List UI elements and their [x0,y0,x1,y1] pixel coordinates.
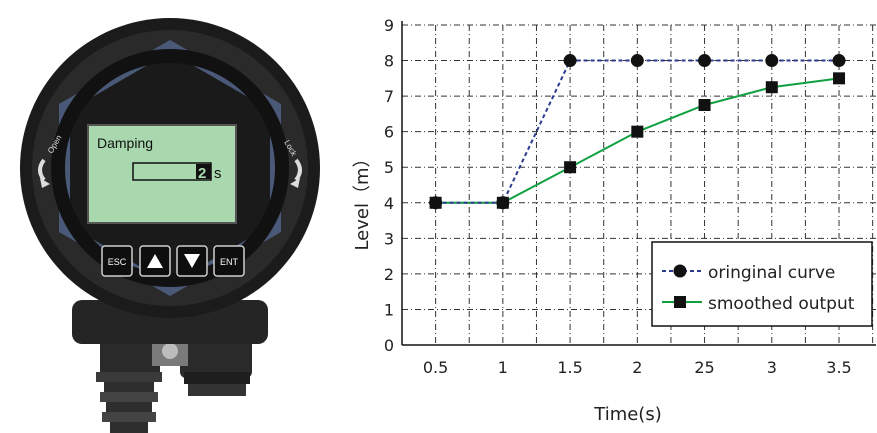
x-axis-label: Time(s) [593,404,661,425]
lcd-title: Damping [97,135,153,151]
data-point-smoothed [698,99,711,111]
data-point-original [698,54,712,68]
rotate-right-arrowhead [290,178,300,188]
data-point-smoothed [833,72,846,85]
chart-legend: oringinal curve smoothed output [651,241,873,327]
legend-marker-smoothed [674,296,686,308]
data-point-original [429,196,443,210]
ent-key-label: ENT [220,257,239,267]
legend-item-smoothed: smoothed output [662,294,855,314]
rotate-left-arrowhead [40,178,50,188]
keypad: ESC ENT [101,245,245,277]
chart-ticks: 0 1 2 3 4 5 6 7 8 9 0.5 1 1.5 2 25 3 3.5 [384,16,852,377]
x-tick-label: 3.5 [826,358,851,377]
x-tick-label: 3 [767,358,777,377]
x-tick-label: 25 [694,358,714,377]
up-arrow-icon [147,254,163,268]
y-tick-label: 7 [384,87,394,106]
rotate-left-icon [38,158,46,182]
data-point-original [765,54,779,68]
lcd-cursor [196,164,211,179]
window-shadow [51,49,289,287]
data-point-original [630,54,644,68]
damping-chart: 0 1 2 3 4 5 6 7 8 9 0.5 1 1.5 2 25 3 3.5 Level（m） Time(s… [352,16,876,425]
y-tick-label: 8 [384,52,394,71]
data-point-original [563,54,577,68]
esc-key-label: ESC [108,257,127,267]
data-point-original [832,54,846,68]
x-tick-label: 2 [632,358,642,377]
legend-label-smoothed: smoothed output [708,294,855,314]
y-axis-label: Level（m） [352,149,373,250]
x-tick-label: 0.5 [423,358,448,377]
housing-neck [72,300,268,344]
down-arrow-icon [184,254,200,268]
data-point-original [496,196,510,210]
chart-axes [401,21,876,346]
rotate-right-icon [294,158,302,182]
up-key[interactable] [139,245,171,277]
x-tick-label: 1 [498,358,508,377]
legend-item-original: oringinal curve [662,263,835,283]
lcd-unit: s [214,165,222,182]
y-tick-label: 6 [384,123,394,142]
down-key[interactable] [176,245,208,277]
lcd-value: 2 [198,165,206,182]
y-tick-label: 4 [384,194,394,213]
legend-label-original: oringinal curve [708,263,835,283]
chart-series [429,54,846,210]
y-tick-label: 2 [384,265,394,284]
y-tick-label: 3 [384,229,394,248]
data-point-smoothed [765,81,778,94]
ground-screw-head [162,343,178,359]
radar-level-transmitter: Open Lock Damping 2 s ESC ENT [20,18,320,433]
x-tick-label: 1.5 [557,358,582,377]
y-tick-label: 5 [384,158,394,177]
data-point-smoothed [631,125,644,138]
y-tick-label: 0 [384,336,394,355]
esc-key[interactable]: ESC [101,245,133,277]
data-point-smoothed [564,161,577,174]
legend-box [651,241,873,327]
legend-marker-original [673,264,687,278]
y-tick-label: 1 [384,300,394,319]
ent-key[interactable]: ENT [213,245,245,277]
y-tick-label: 9 [384,16,394,35]
